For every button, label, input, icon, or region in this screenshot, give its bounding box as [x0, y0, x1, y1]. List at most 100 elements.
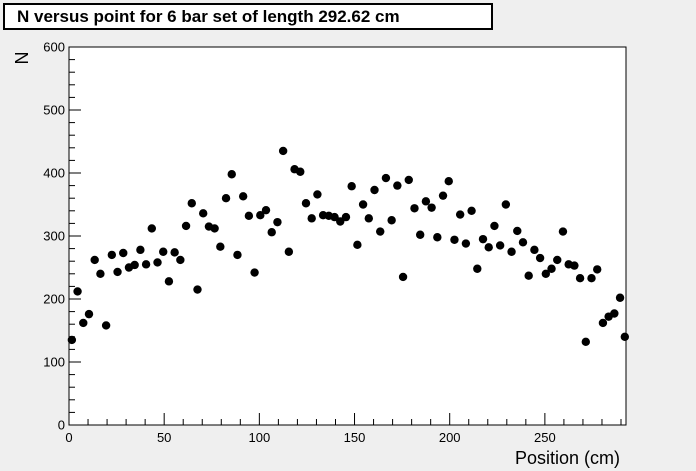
y-tick-label: 100	[43, 355, 65, 370]
data-point	[119, 248, 128, 258]
data-point	[581, 337, 590, 347]
plot-frame-background	[69, 47, 626, 425]
data-point	[113, 267, 122, 277]
data-point	[370, 185, 379, 195]
x-tick-label: 50	[157, 430, 171, 445]
data-point	[153, 258, 162, 267]
data-point	[227, 170, 236, 179]
y-tick-label: 500	[43, 103, 65, 118]
data-point	[193, 285, 202, 294]
data-point	[181, 221, 191, 231]
data-point	[250, 268, 259, 277]
data-point	[593, 265, 602, 274]
data-point	[575, 274, 585, 283]
data-point	[210, 224, 219, 233]
data-points	[67, 146, 630, 347]
data-point	[301, 199, 311, 208]
data-point	[530, 245, 539, 255]
data-point	[393, 181, 402, 190]
data-point	[376, 227, 385, 236]
data-point	[587, 274, 596, 283]
data-point	[507, 247, 516, 256]
data-point	[381, 173, 391, 183]
x-axis-label: Position (cm)	[515, 448, 620, 468]
data-point	[513, 226, 522, 236]
data-point	[461, 239, 471, 248]
data-point	[187, 199, 196, 208]
data-point	[296, 167, 305, 176]
data-point	[610, 309, 619, 318]
data-point	[535, 253, 545, 263]
data-point	[387, 216, 396, 225]
data-point	[598, 318, 608, 328]
data-point	[84, 309, 94, 319]
data-point	[341, 212, 351, 222]
data-point	[273, 217, 282, 227]
data-point	[261, 205, 271, 215]
data-point	[398, 272, 408, 282]
data-point	[284, 247, 294, 256]
data-point	[73, 287, 82, 296]
data-point	[198, 209, 208, 218]
data-point	[90, 255, 99, 265]
data-point	[421, 197, 431, 206]
data-point	[444, 176, 453, 186]
data-point	[495, 241, 505, 250]
x-tick-label: 150	[344, 430, 366, 445]
data-point	[130, 260, 139, 270]
y-axis-label: N	[12, 52, 32, 65]
axes: 0 50 100 150 200 250 0 100 200 300 400 500 600	[43, 40, 622, 445]
data-point	[541, 269, 551, 278]
y-tick-label: 200	[43, 292, 65, 307]
data-point	[364, 214, 374, 223]
data-point	[404, 175, 413, 185]
data-point	[96, 269, 105, 278]
data-point	[524, 271, 533, 280]
data-point	[438, 191, 448, 200]
x-tick-label: 200	[439, 430, 461, 445]
data-point	[101, 321, 111, 330]
data-point	[347, 182, 356, 191]
data-point	[620, 332, 630, 341]
data-point	[553, 255, 562, 265]
data-point	[615, 293, 625, 302]
data-point	[410, 204, 419, 213]
x-tick-label: 0	[65, 430, 72, 445]
data-point	[518, 238, 528, 247]
data-point	[307, 214, 316, 223]
data-point	[176, 255, 185, 265]
data-point	[478, 234, 488, 244]
data-point	[256, 211, 265, 220]
data-point	[415, 230, 425, 239]
data-point	[484, 243, 493, 252]
data-point	[570, 261, 579, 270]
x-tick-label: 100	[248, 430, 270, 445]
data-point	[216, 242, 225, 251]
y-tick-label: 300	[43, 229, 65, 244]
data-point	[159, 247, 168, 256]
data-point	[473, 264, 482, 273]
data-point	[336, 217, 345, 226]
data-point	[244, 211, 254, 221]
data-point	[558, 227, 568, 236]
data-point	[233, 250, 242, 260]
data-point	[490, 221, 499, 231]
chart-title: N versus point for 6 bar set of length 2…	[3, 3, 493, 30]
data-point	[353, 240, 362, 250]
y-tick-label: 600	[43, 40, 65, 55]
data-point	[501, 200, 511, 209]
data-point	[467, 206, 476, 215]
data-point	[67, 335, 77, 345]
data-point	[164, 277, 174, 286]
data-point	[358, 200, 368, 209]
data-point	[107, 250, 117, 260]
y-tick-label: 0	[58, 418, 65, 433]
plot-frame-border	[68, 46, 627, 426]
data-point	[313, 190, 322, 199]
y-tick-label: 400	[43, 166, 65, 181]
data-point	[141, 260, 151, 269]
data-point	[221, 194, 231, 203]
data-point	[427, 203, 436, 212]
data-point	[238, 192, 248, 201]
